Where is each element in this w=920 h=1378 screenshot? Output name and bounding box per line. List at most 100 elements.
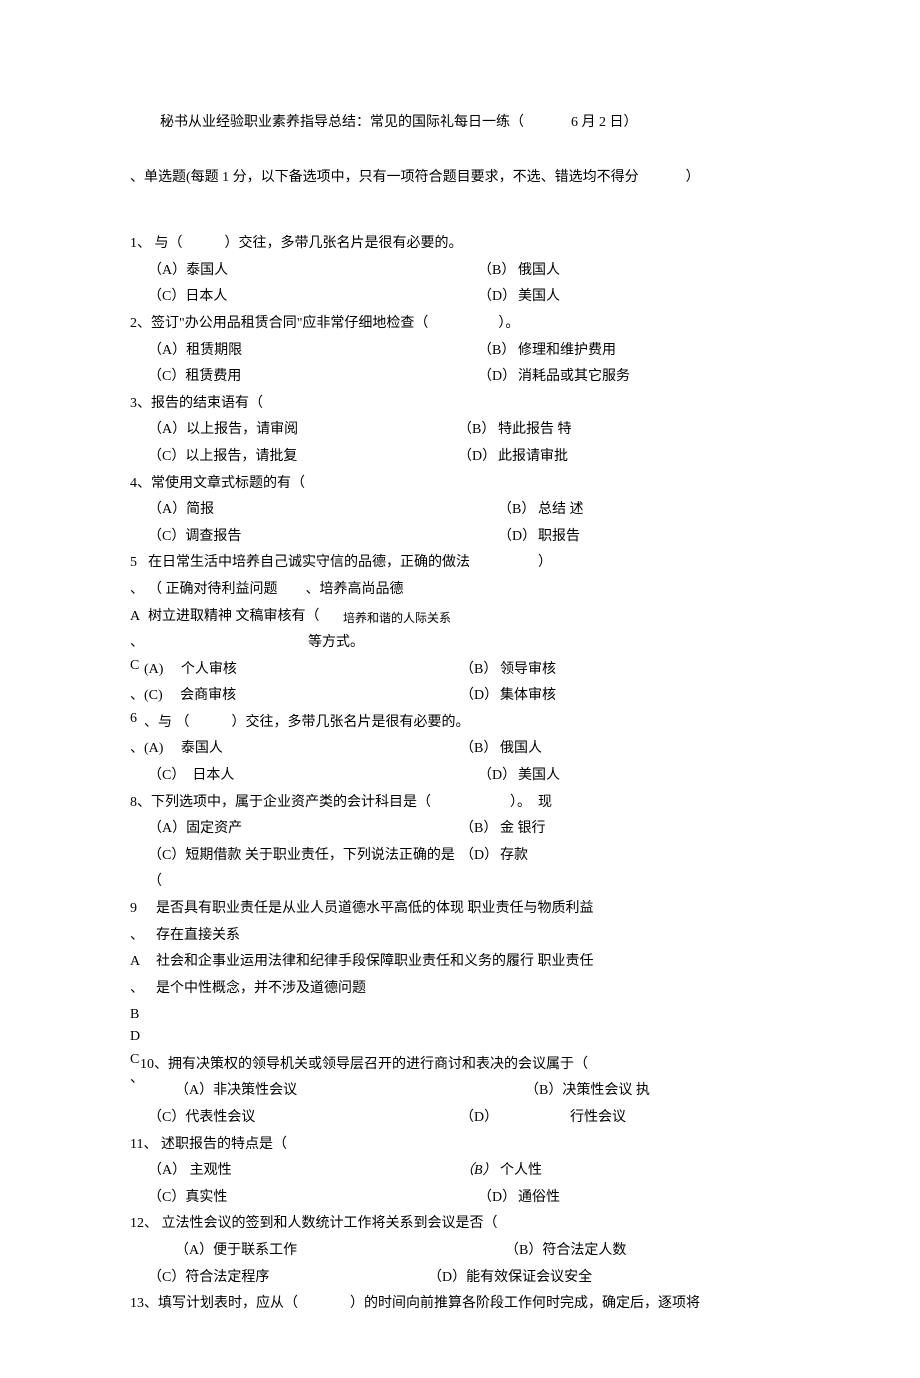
q9-line1: 是否具有职业责任是从业人员道德水平高低的体现 职业责任与物质利益	[156, 896, 594, 923]
q5-q6-block: 5 在日常生活中培养自己诚实守信的品德，正确的做法 ） 、 （ 正确对待利益问题…	[130, 550, 790, 789]
q4-option-a: （A）简报	[148, 497, 478, 524]
q4-option-b-text: 总结 述	[538, 497, 790, 524]
q9-mark-a: A	[130, 949, 148, 976]
q7-option-a: (A) 泰国人	[144, 736, 460, 763]
q3-option-b-text: 特此报告 特	[498, 417, 790, 444]
q2-option-b-text: 修理和维护费用	[518, 338, 790, 365]
q2-option-d-text: 消耗品或其它服务	[518, 364, 790, 391]
q5-mark-5: 5	[130, 550, 148, 577]
q1-option-d-text: 美国人	[518, 284, 790, 311]
q7-option-d-label: （D）	[478, 763, 518, 790]
q6-option-d-text: 集体审核	[500, 683, 556, 710]
q10-option-b: （B）决策性会议 执	[525, 1078, 650, 1105]
q12-d-text: 能有效保证会议安全	[466, 1270, 592, 1285]
q10-b-label: （B）	[525, 1083, 562, 1098]
q9-mark-dot2: 、	[130, 976, 148, 1003]
q5-line3-left: 树立进取精神 文稿审核有（	[148, 604, 343, 631]
instruction-line: 、单选题(每题 1 分，以下备选项中，只有一项符合题目要求，不选、错选均不得分 …	[130, 165, 790, 192]
q10-option-a: （A）非决策性会议	[175, 1078, 525, 1105]
q11-option-a: （A） 主观性	[148, 1158, 460, 1185]
q10-option-d-label: （D）	[460, 1105, 500, 1132]
q9-line3: 社会和企事业运用法律和纪律手段保障职业责任和义务的履行 职业责任	[156, 949, 594, 976]
q2-option-c: （C）租赁费用	[148, 364, 478, 391]
instruction-text: 、单选题(每题 1 分，以下备选项中，只有一项符合题目要求，不选、错选均不得分	[130, 170, 639, 185]
q1-option-b-label: （B）	[478, 258, 518, 285]
q4-option-d-label: （D）	[498, 524, 538, 551]
title-prefix: 秘书从业经验职业素养指导总结：常见的国际礼每日一练（	[160, 115, 524, 130]
q5-mark-c: C	[130, 653, 139, 680]
q5-line1-right: ）	[538, 550, 552, 577]
q5-mark-a: A	[130, 604, 148, 631]
q11-option-d-text: 通俗性	[518, 1185, 560, 1212]
q9-line4: 是个中性概念，并不涉及道德问题	[156, 976, 366, 1003]
q11-option-d-label: （D）	[478, 1185, 518, 1212]
q11-option-b-text: 个人性	[500, 1158, 542, 1185]
q6-option-b-label: （B）	[460, 657, 500, 684]
q5-line2: （ 正确对待利益问题 、培养高尚品德	[148, 577, 404, 604]
q8-stem-right: ）。 现	[510, 790, 552, 817]
q12-b-label: （B）	[505, 1243, 542, 1258]
q4-option-d-text: 职报告	[538, 524, 790, 551]
q3-option-d-label: （D）	[458, 444, 498, 471]
q11-option-b-label: （B）	[460, 1158, 500, 1185]
q10-option-c: （C）代表性会议	[148, 1105, 460, 1132]
q5-line4: 等方式。	[308, 630, 364, 657]
q10-stem: 10、拥有决策权的领导机关或领导层召开的进行商讨和表决的会议属于（	[140, 1052, 790, 1079]
q8-option-d-text: 存款	[500, 843, 528, 896]
q13-stem-left: 13、填写计划表时，应从（	[130, 1291, 350, 1318]
q3-stem: 3、报告的结束语有（	[130, 391, 790, 418]
q8-option-a: （A）固定资产	[148, 816, 460, 843]
q8-option-c: （C）短期借款 关于职业责任，下列说法正确的是（	[148, 843, 460, 896]
q9-mark-b: B	[130, 1002, 148, 1029]
q5-line3-right: 培养和谐的人际关系	[343, 604, 451, 631]
q2-option-b-label: （B）	[478, 338, 518, 365]
q4-stem: 4、常使用文章式标题的有（	[130, 471, 790, 498]
q6-option-b-text: 领导审核	[500, 657, 556, 684]
q12-option-b: （B）符合法定人数	[505, 1238, 626, 1265]
q6-option-d-label: （D）	[460, 683, 500, 710]
q9-mark-9: 9	[130, 896, 148, 923]
q12-option-c: （C）符合法定程序	[148, 1265, 428, 1292]
q12-stem: 12、 立法性会议的签到和人数统计工作将关系到会议是否（	[130, 1211, 790, 1238]
q12-d-label: （D）	[428, 1270, 466, 1285]
q1-stem: 1、 与（ ）交往，多带几张名片是很有必要的。	[130, 231, 790, 258]
q1-option-b-text: 俄国人	[518, 258, 790, 285]
q10-b-text: 决策性会议 执	[562, 1083, 650, 1098]
q1-option-a: （A）泰国人	[148, 258, 478, 285]
q4-option-b-label: （B）	[498, 497, 538, 524]
q5-line1-left: 在日常生活中培养自己诚实守信的品德，正确的做法	[148, 550, 478, 577]
q3-option-d-text: 此报请审批	[498, 444, 790, 471]
q10-mark-dot: 、	[130, 1069, 144, 1089]
q7-stem: 、与 （ ）交往，多带几张名片是很有必要的。	[144, 710, 470, 737]
q8-option-d-label: （D）	[460, 843, 500, 896]
q6-option-c: (C) 会商审核	[144, 683, 460, 710]
instruction-suffix: ）	[686, 170, 700, 185]
q7-option-b-text: 俄国人	[500, 736, 542, 763]
q9-mark-dot1: 、	[130, 923, 148, 950]
q1-option-c: （C）日本人	[148, 284, 478, 311]
q10-mark-c: C	[130, 1050, 144, 1070]
q7-mark-6: 6	[130, 706, 137, 733]
q2-option-d-label: （D）	[478, 364, 518, 391]
q2-option-a: （A）租赁期限	[148, 338, 478, 365]
q6-option-a: (A) 个人审核	[144, 657, 460, 684]
q3-option-a: （A）以上报告，请审阅	[148, 417, 458, 444]
q10-option-d-text: 行性会议	[570, 1105, 626, 1132]
q3-option-b-label: （B）	[458, 417, 498, 444]
q3-option-c: （C）以上报告，请批复	[148, 444, 458, 471]
q5-mark-dot1: 、	[130, 577, 148, 604]
q1-option-d-label: （D）	[478, 284, 518, 311]
q7-option-c: （C） 日本人	[148, 763, 478, 790]
q8-option-b-label: （B）	[460, 816, 500, 843]
q12-option-d: （D）能有效保证会议安全	[428, 1265, 592, 1292]
q11-stem: 11、 述职报告的特点是（	[130, 1132, 790, 1159]
q12-option-a: （A）便于联系工作	[175, 1238, 505, 1265]
q7-option-d-text: 美国人	[518, 763, 560, 790]
q2-stem: 2、签订"办公用品租赁合同"应非常仔细地检查（ ）。	[130, 311, 790, 338]
q7-mark-dot: 、	[130, 736, 144, 763]
q13-stem-right: ）的时间向前推算各阶段工作何时完成，确定后，逐项将	[350, 1291, 700, 1318]
q12-b-text: 符合法定人数	[542, 1243, 626, 1258]
q4-option-c: （C）调查报告	[148, 524, 478, 551]
title-date: 6 月 2 日）	[571, 115, 638, 130]
q7-option-b-label: （B）	[460, 736, 500, 763]
